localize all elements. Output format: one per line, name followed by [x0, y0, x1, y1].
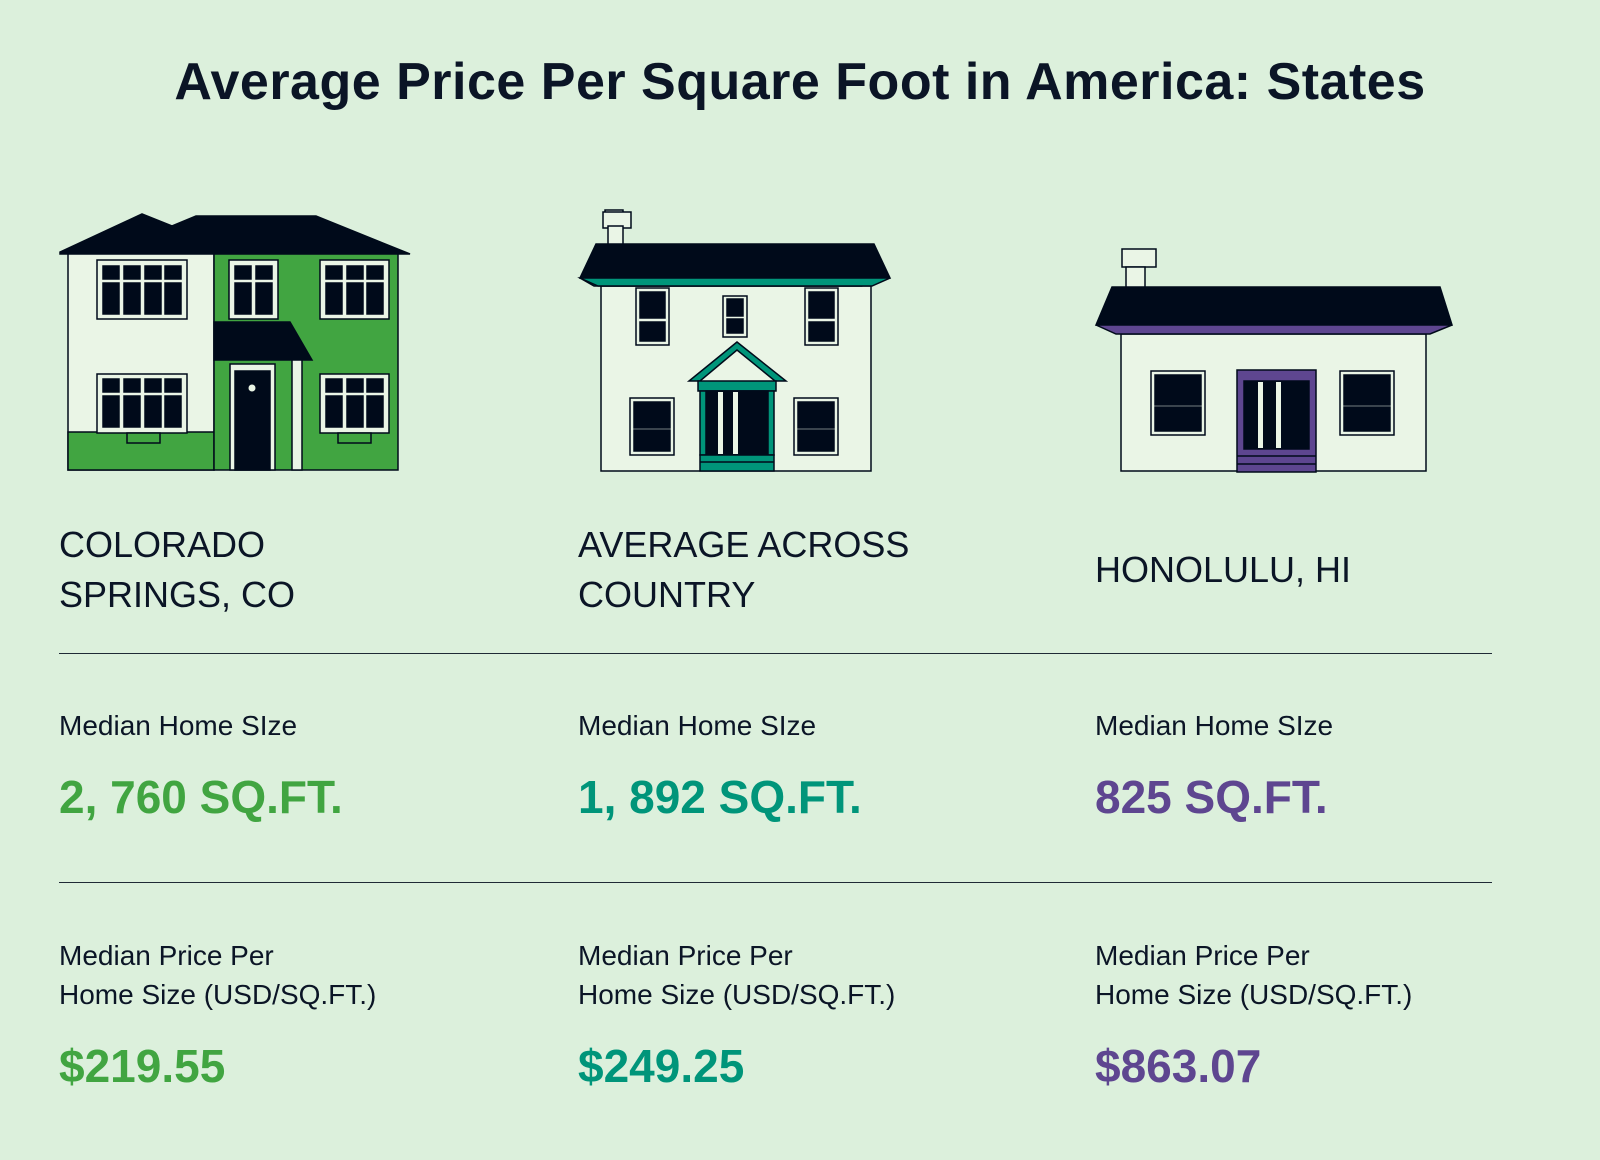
house-illustrations [59, 209, 1454, 473]
page-title: Average Price Per Square Foot in America… [174, 53, 1426, 111]
location-name: COLORADO SPRINGS, CO [59, 524, 296, 615]
price-value: $219.55 [59, 1040, 226, 1092]
colonial-house-icon [577, 209, 892, 472]
size-label: Median Home SIze [59, 710, 298, 741]
location-name: HONOLULU, HI [1095, 549, 1352, 590]
small-house-icon [1094, 248, 1454, 473]
price-label: Median Price Per Home Size (USD/SQ.FT.) [59, 940, 377, 1010]
size-value: 825 SQ.FT. [1095, 771, 1328, 823]
price-value: $249.25 [578, 1040, 745, 1092]
size-value: 1, 892 SQ.FT. [578, 771, 862, 823]
price-label: Median Price Per Home Size (USD/SQ.FT.) [578, 940, 896, 1010]
divider [59, 653, 1492, 654]
price-value: $863.07 [1095, 1040, 1262, 1092]
size-label: Median Home SIze [578, 710, 817, 741]
size-label: Median Home SIze [1095, 710, 1334, 741]
location-name: AVERAGE ACROSS COUNTRY [578, 524, 910, 615]
size-value: 2, 760 SQ.FT. [59, 771, 343, 823]
price-label: Median Price Per Home Size (USD/SQ.FT.) [1095, 940, 1413, 1010]
divider [59, 882, 1492, 883]
two-story-house-icon [59, 213, 411, 471]
